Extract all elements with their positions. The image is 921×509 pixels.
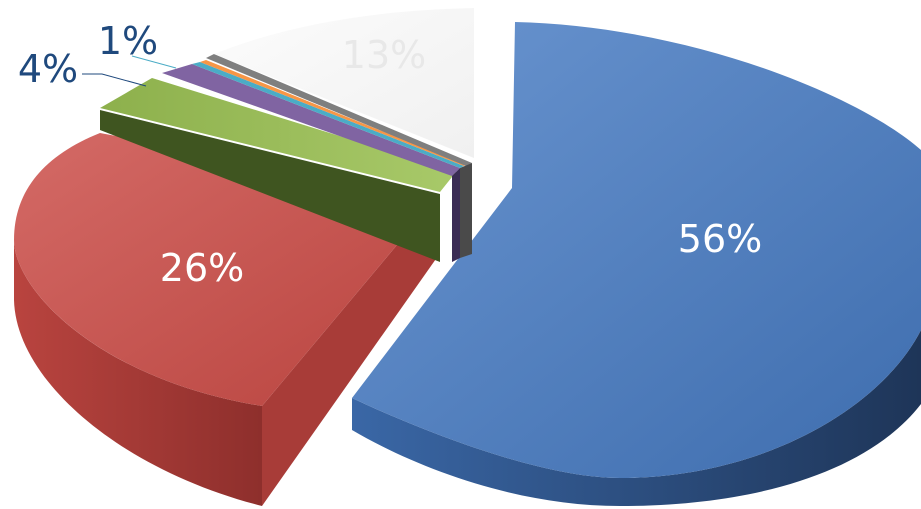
- slice-orange-top: [200, 60, 466, 166]
- slice-gray-top: [206, 54, 472, 166]
- slice-1: [162, 64, 460, 262]
- label-26: 26%: [160, 246, 244, 290]
- slice-cyan-top: [192, 62, 464, 168]
- slice-26-side: [14, 240, 262, 506]
- leader-line-1: [131, 55, 177, 69]
- label-1: 1%: [98, 19, 158, 63]
- slice-4: [100, 78, 456, 262]
- slice-13-top: [214, 8, 474, 158]
- slice-56-top: [352, 22, 921, 478]
- label-56: 56%: [678, 217, 762, 261]
- slice-56-side: [352, 330, 921, 506]
- slice-13: [214, 8, 474, 158]
- slice-26-face: [262, 196, 438, 506]
- slice-56: [352, 22, 921, 506]
- slice-orange: [200, 60, 466, 166]
- slice-4-side: [100, 110, 440, 262]
- slice-gray-side: [460, 163, 472, 258]
- slice-4-top: [100, 78, 456, 192]
- label-4: 4%: [18, 47, 78, 91]
- slice-gray: [206, 54, 472, 258]
- leader-line-4: [82, 73, 147, 87]
- slice-cyan: [192, 62, 464, 168]
- label-13: 13%: [342, 33, 426, 77]
- slice-1-top: [162, 64, 460, 176]
- slice-1-side: [452, 168, 460, 262]
